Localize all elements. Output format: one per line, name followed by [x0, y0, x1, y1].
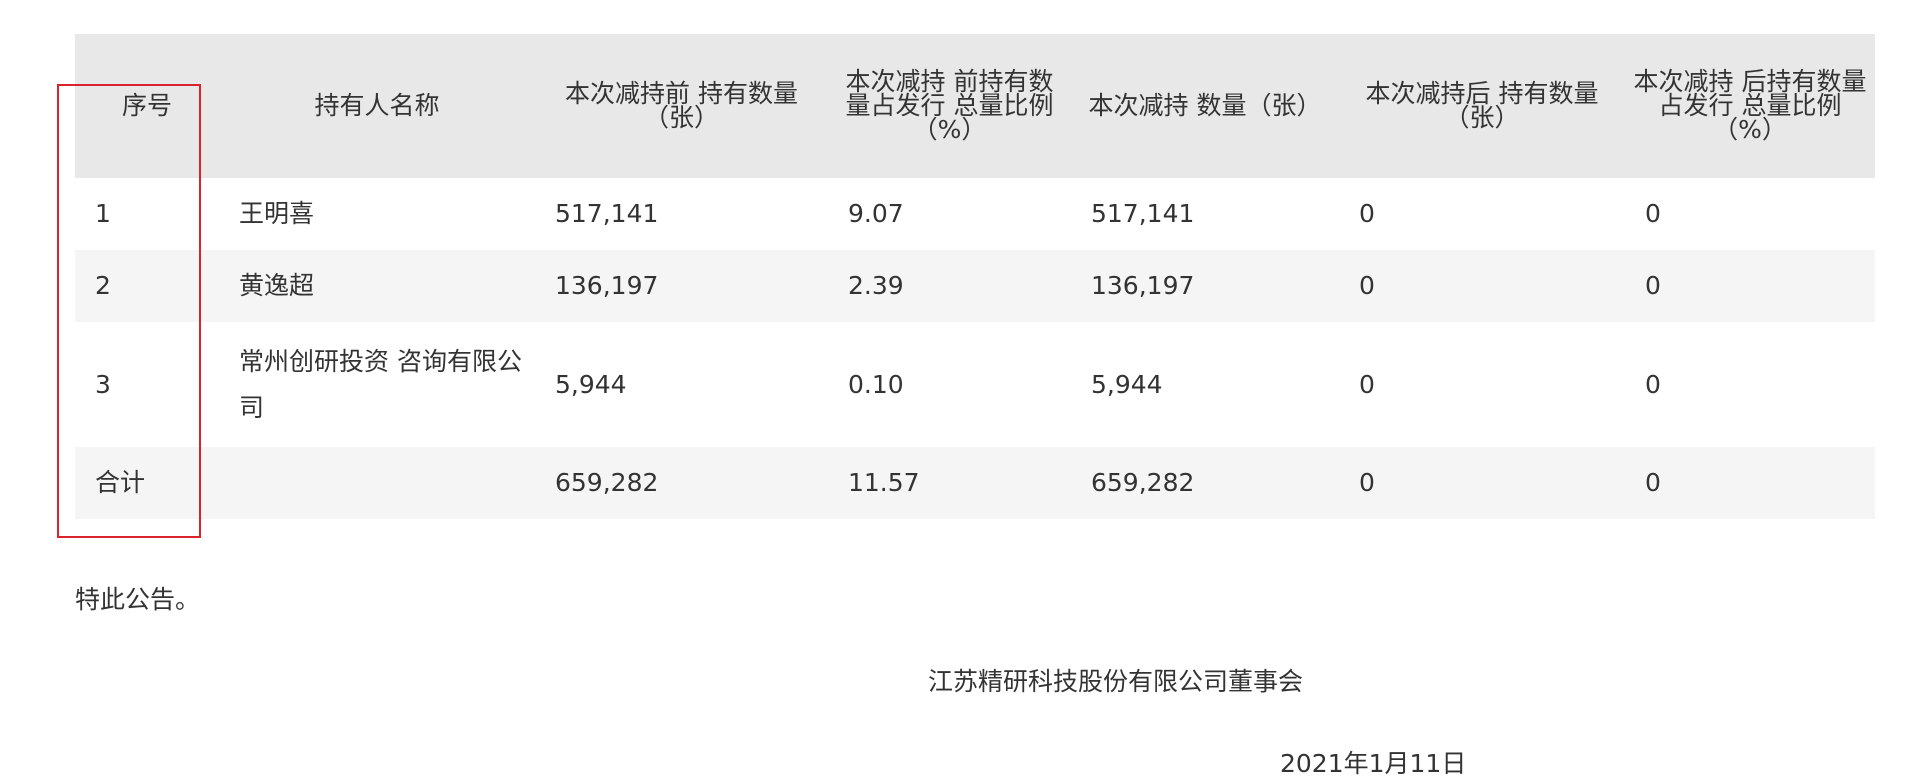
cell: 1: [95, 199, 111, 228]
cell: 合计: [95, 468, 146, 497]
cell: 2: [95, 271, 111, 300]
header-cell: 本次减持 前持有数量占发行 总量比例（%）: [845, 67, 1054, 144]
cell: 659,282: [555, 468, 659, 497]
cell: 517,141: [555, 199, 659, 228]
header-cell: 本次减持 后持有数量占发行 总量比例（%）: [1633, 67, 1867, 144]
cell: 0: [1645, 369, 1661, 399]
cell: 2.39: [848, 271, 904, 300]
cell: 0: [1359, 468, 1375, 497]
row: 1 王明喜 517,141 9.07 517,141 0 0: [75, 178, 1875, 250]
company: 江苏精研科技股份有限公司董事会: [928, 667, 1304, 696]
closing: 特此公告。: [75, 585, 201, 614]
header-cell: 本次减持前 持有数量（张）: [565, 79, 798, 132]
cell: 517,141: [1091, 199, 1195, 228]
header-cell: 序号: [121, 91, 172, 120]
header-cell: 本次减持后 持有数量（张）: [1365, 79, 1599, 132]
cell: 0: [1645, 271, 1661, 300]
header-cell: 持有人名称: [314, 91, 440, 120]
cell: 136,197: [555, 271, 659, 300]
header-row: 序号 持有人名称 本次减持前 持有数量（张） 本次减持 前持有数量占发行 总量比例（%…: [75, 34, 1875, 178]
highlight-box: [57, 84, 201, 538]
cell: 黄逸超: [239, 271, 315, 300]
cell: 9.07: [848, 199, 904, 228]
cell: 王明喜: [239, 199, 315, 228]
total-row: 合计 659,282 11.57 659,282 0 0: [75, 447, 1875, 519]
cell: 0: [1645, 468, 1661, 497]
cell: 常州创研投资 咨询有限公司: [239, 346, 522, 422]
cell: 136,197: [1091, 271, 1195, 300]
cell: 0: [1359, 271, 1375, 300]
cell: 3: [95, 369, 111, 399]
cell: 5,944: [1091, 369, 1163, 399]
cell: [219, 447, 535, 519]
table: 序号 持有人名称 本次减持前 持有数量（张） 本次减持 前持有数量占发行 总量比例（%…: [75, 34, 1875, 519]
date: 2021年1月11日: [1280, 749, 1467, 778]
cell: 0: [1359, 369, 1375, 399]
header-cell: 本次减持 数量（张）: [1088, 91, 1322, 120]
cell: 0: [1359, 199, 1375, 228]
cell: 11.57: [848, 468, 920, 497]
row: 3 常州创研投资 咨询有限公司 5,944 0.10 5,944 0 0: [75, 322, 1875, 447]
cell: 0.10: [848, 369, 904, 399]
cell: 5,944: [555, 369, 627, 399]
cell: 659,282: [1091, 468, 1195, 497]
row: 2 黄逸超 136,197 2.39 136,197 0 0: [75, 250, 1875, 322]
cell: 0: [1645, 199, 1661, 228]
table-body: 1 王明喜 517,141 9.07 517,141 0 0 2 黄逸超 136,197 2.39 1…: [75, 178, 1875, 519]
